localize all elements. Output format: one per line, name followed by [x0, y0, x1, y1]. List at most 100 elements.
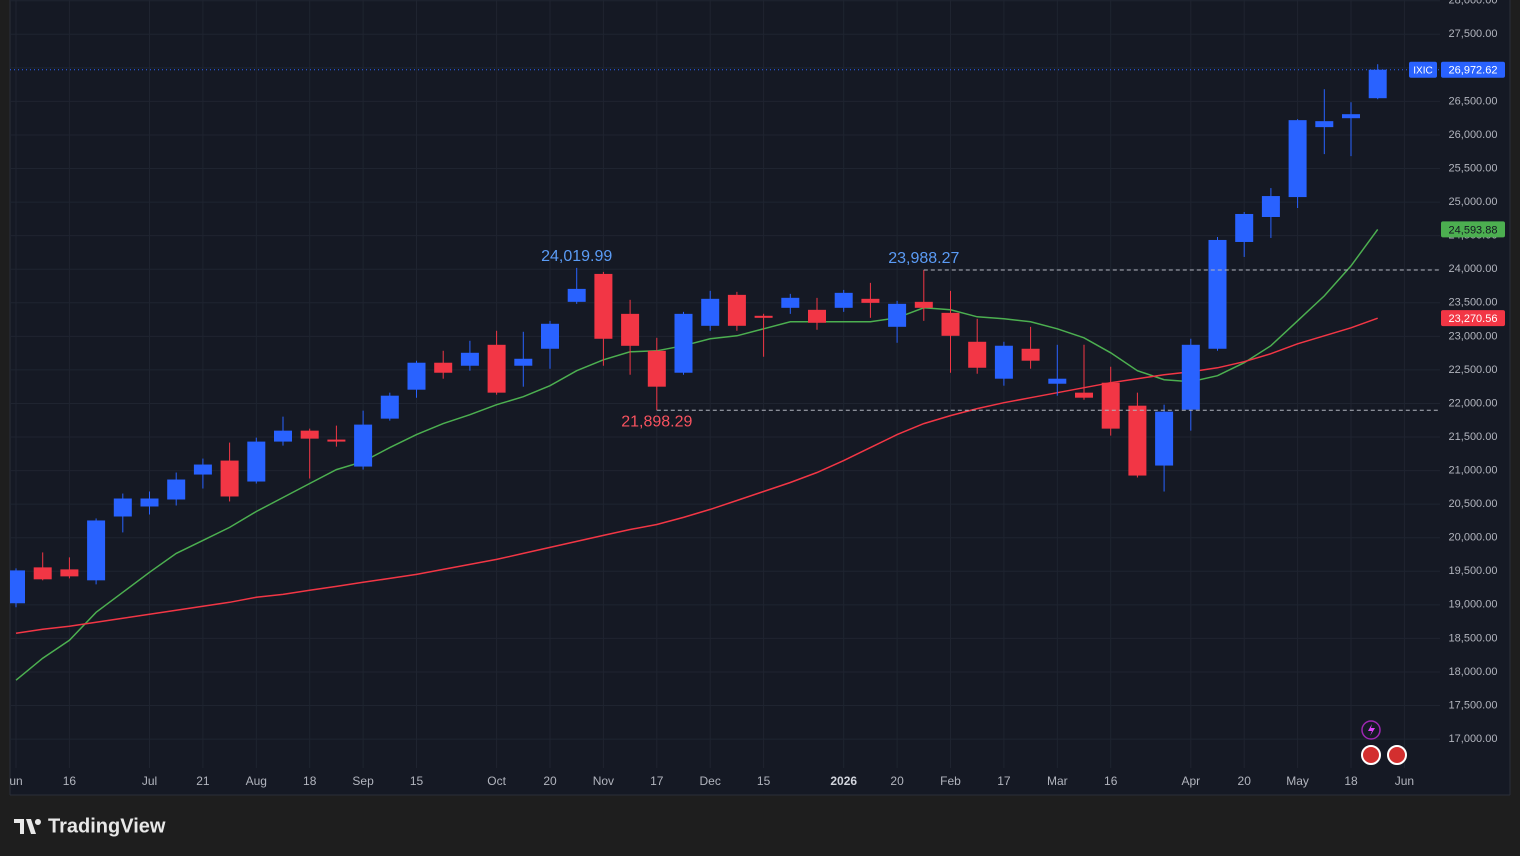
y-tick-label: 27,500.00 [1449, 28, 1498, 40]
candle-body [1342, 114, 1360, 119]
event-icon[interactable] [1361, 745, 1381, 765]
candle-body [247, 441, 266, 482]
moving-average-line [15, 228, 1379, 681]
y-tick-label: 20,500.00 [1449, 498, 1498, 510]
y-tick-label: 28,000.00 [1449, 0, 1498, 7]
candle-body [594, 273, 613, 339]
candle-body [220, 460, 239, 497]
candle-body [1208, 239, 1227, 349]
y-tick-label: 17,000.00 [1449, 733, 1498, 745]
y-tick-label: 23,000.00 [1449, 330, 1498, 342]
price-annotation: 24,019.99 [541, 248, 612, 265]
x-tick-label: 17 [650, 774, 664, 788]
candle-body [87, 520, 106, 581]
candle-body [193, 464, 212, 475]
candle-body [701, 298, 720, 326]
x-tick-label: 16 [1104, 774, 1118, 788]
x-tick-label: Feb [940, 774, 961, 788]
candle-body [1155, 411, 1174, 466]
event-icon-glyph [1368, 724, 1375, 736]
candle-body [621, 313, 640, 346]
candle-body [727, 294, 746, 326]
candle-body [407, 362, 426, 390]
candle-body [941, 312, 960, 336]
candle-body [140, 498, 159, 507]
candle-body [460, 352, 479, 366]
candle-body [1235, 213, 1254, 242]
y-tick-label: 21,000.00 [1449, 464, 1498, 476]
y-tick-label: 23,500.00 [1449, 297, 1498, 309]
candle-body [674, 313, 693, 373]
price-badge [1441, 61, 1505, 78]
price-badge-label: 24,593.88 [1449, 224, 1498, 236]
candle-body [888, 303, 907, 327]
x-tick-label: Nov [593, 774, 614, 788]
candle-body [1181, 344, 1200, 410]
y-tick-label: 17,500.00 [1449, 699, 1498, 711]
x-tick-label: 20 [543, 774, 557, 788]
candle-body [60, 569, 79, 577]
x-tick-label: 2026 [830, 774, 857, 788]
candle-body [487, 344, 506, 393]
candle-body [33, 567, 52, 580]
x-tick-label: un [9, 774, 22, 788]
y-tick-label: 26,500.00 [1449, 95, 1498, 107]
x-tick-label: 18 [1344, 774, 1358, 788]
x-tick-label: 17 [997, 774, 1011, 788]
x-tick-label: Oct [487, 774, 506, 788]
x-tick-label: Apr [1181, 774, 1200, 788]
x-tick-label: Jul [142, 774, 157, 788]
candle-body [434, 362, 453, 373]
moving-average-line [15, 317, 1378, 635]
candle-body [914, 301, 933, 308]
y-tick-label: 19,000.00 [1449, 599, 1498, 611]
y-tick-label: 19,500.00 [1449, 565, 1498, 577]
symbol-label: IXIC [1413, 65, 1432, 76]
y-tick-label: 21,500.00 [1449, 431, 1498, 443]
x-tick-label: Dec [700, 774, 721, 788]
event-icon[interactable] [1387, 745, 1407, 765]
y-tick-label: 18,000.00 [1449, 666, 1498, 678]
candle-body [808, 309, 826, 323]
candle-body [994, 345, 1013, 379]
candle-body [968, 341, 987, 368]
y-tick-label: 20,000.00 [1449, 532, 1498, 544]
candle-body [861, 298, 880, 303]
candle-body [1288, 120, 1307, 198]
price-badge-label: 26,972.62 [1449, 65, 1498, 77]
price-annotation: 21,898.29 [621, 414, 692, 431]
x-tick-label: Aug [246, 774, 267, 788]
candle-body [1075, 392, 1093, 398]
x-tick-label: 15 [757, 774, 771, 788]
candle-body [647, 350, 666, 387]
candle-body [781, 297, 800, 308]
y-tick-label: 25,500.00 [1449, 162, 1498, 174]
brand-logo [14, 819, 41, 834]
symbol-badge [1409, 61, 1437, 78]
brand-name: TradingView [48, 815, 166, 837]
x-tick-label: 15 [410, 774, 424, 788]
y-tick-label: 22,500.00 [1449, 364, 1498, 376]
candle-body [354, 424, 373, 467]
candle-body [754, 315, 773, 318]
y-tick-label: 22,000.00 [1449, 397, 1498, 409]
x-tick-label: 18 [303, 774, 317, 788]
price-badge [1441, 310, 1505, 327]
x-tick-label: 21 [196, 774, 210, 788]
y-tick-label: 18,500.00 [1449, 632, 1498, 644]
candle-body [514, 358, 533, 366]
x-tick-label: Sep [352, 774, 374, 788]
candle-body [1315, 121, 1334, 128]
price-badge [1441, 221, 1505, 238]
x-tick-label: Mar [1047, 774, 1068, 788]
candle-body [1128, 405, 1147, 476]
candle-body [1261, 196, 1280, 218]
candle-body [300, 430, 319, 439]
candle-body [167, 479, 186, 500]
x-tick-label: 16 [63, 774, 77, 788]
candle-body [1101, 382, 1120, 429]
candle-body [1021, 348, 1040, 361]
y-tick-label: 25,000.00 [1449, 196, 1498, 208]
x-tick-label: Jun [1395, 774, 1414, 788]
